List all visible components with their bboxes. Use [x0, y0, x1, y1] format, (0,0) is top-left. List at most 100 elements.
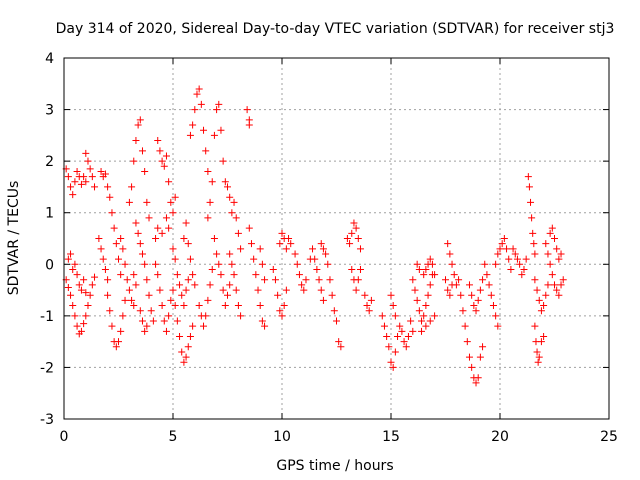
data-point	[319, 245, 327, 253]
data-point	[195, 85, 203, 93]
data-point	[330, 307, 338, 315]
y-tick-label: -3	[40, 412, 54, 428]
data-point	[472, 307, 480, 315]
data-point	[64, 173, 72, 181]
data-point	[82, 289, 90, 297]
data-point	[169, 245, 177, 253]
data-point	[468, 363, 476, 371]
data-point	[200, 126, 208, 134]
data-point	[104, 276, 112, 284]
data-point	[544, 281, 552, 289]
data-point	[335, 338, 343, 346]
data-point	[476, 353, 484, 361]
data-point	[143, 276, 151, 284]
data-point	[182, 353, 190, 361]
data-point	[409, 276, 417, 284]
data-point	[455, 276, 463, 284]
data-point	[431, 312, 439, 320]
data-point	[143, 198, 151, 206]
data-point	[465, 353, 473, 361]
data-point	[553, 245, 561, 253]
data-point	[354, 276, 362, 284]
data-point	[420, 271, 428, 279]
data-point	[202, 312, 210, 320]
data-point	[217, 271, 225, 279]
data-point	[67, 183, 75, 191]
data-point	[302, 276, 310, 284]
data-point	[450, 271, 458, 279]
data-point	[328, 291, 336, 299]
data-point	[112, 343, 120, 351]
data-point	[269, 265, 277, 273]
y-tick-label: -1	[40, 309, 54, 325]
data-point	[80, 320, 88, 328]
data-point	[385, 343, 393, 351]
data-point	[91, 273, 99, 281]
data-point	[156, 286, 164, 294]
data-point	[535, 296, 543, 304]
data-point	[162, 152, 170, 160]
data-point	[221, 178, 229, 186]
data-point	[189, 271, 197, 279]
data-point	[143, 322, 151, 330]
data-point	[511, 250, 519, 258]
data-point	[418, 327, 426, 335]
data-point	[503, 245, 511, 253]
data-point	[457, 291, 465, 299]
data-point	[86, 165, 94, 173]
data-point	[171, 193, 179, 201]
data-point	[219, 286, 227, 294]
data-point	[117, 327, 125, 335]
data-point	[530, 240, 538, 248]
y-tick-label: 4	[45, 51, 54, 67]
data-point	[356, 245, 364, 253]
data-point	[361, 291, 369, 299]
data-point	[204, 214, 212, 222]
data-point	[400, 338, 408, 346]
data-point	[230, 198, 238, 206]
data-point	[134, 229, 142, 237]
data-point	[422, 302, 430, 310]
data-point	[261, 322, 269, 330]
data-point	[75, 281, 83, 289]
data-point	[106, 193, 114, 201]
data-point	[557, 250, 565, 258]
data-point	[524, 173, 532, 181]
data-point	[551, 281, 558, 289]
data-point	[383, 332, 391, 340]
data-point	[555, 255, 563, 263]
data-point	[525, 183, 533, 191]
data-point	[202, 147, 210, 155]
data-point	[132, 137, 140, 145]
data-point	[141, 260, 149, 268]
data-point	[160, 317, 168, 325]
data-point	[147, 307, 155, 315]
data-point	[189, 121, 197, 129]
data-point	[479, 343, 487, 351]
data-point	[559, 276, 567, 284]
data-point	[130, 271, 138, 279]
data-point	[237, 312, 245, 320]
data-point	[69, 302, 77, 310]
data-point	[80, 276, 88, 284]
data-point	[106, 307, 114, 315]
data-point	[343, 235, 351, 242]
data-point	[356, 265, 364, 273]
data-point	[551, 235, 558, 242]
data-point	[132, 219, 140, 227]
data-point	[365, 307, 373, 315]
data-point	[315, 276, 323, 284]
data-point	[64, 255, 72, 263]
data-point	[136, 307, 144, 315]
data-point	[391, 348, 399, 356]
data-point	[498, 240, 506, 248]
data-point	[171, 255, 179, 263]
data-point	[295, 271, 303, 279]
data-point	[158, 302, 166, 310]
data-point	[210, 235, 218, 242]
data-point	[420, 312, 428, 320]
data-point	[189, 322, 197, 330]
data-point	[234, 302, 242, 310]
data-point	[468, 291, 476, 299]
